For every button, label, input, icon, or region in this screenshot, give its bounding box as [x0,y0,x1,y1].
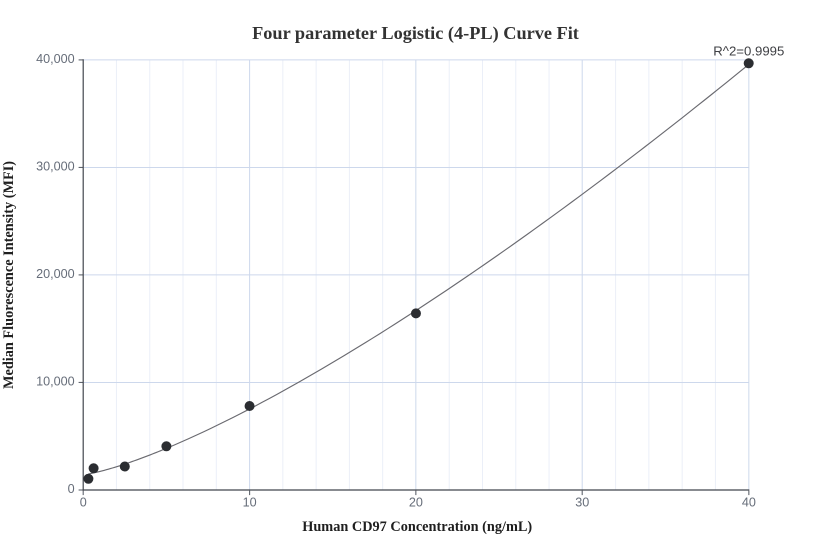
svg-text:Four parameter Logistic (4-PL): Four parameter Logistic (4-PL) Curve Fit [252,23,579,44]
svg-text:40,000: 40,000 [36,52,75,66]
svg-text:20,000: 20,000 [36,267,75,281]
svg-text:Human CD97 Concentration (ng/m: Human CD97 Concentration (ng/mL) [302,519,532,535]
svg-text:0: 0 [68,482,75,496]
svg-text:10: 10 [243,496,257,510]
svg-text:20: 20 [409,496,423,510]
svg-text:R^2=0.9995: R^2=0.9995 [713,44,784,59]
svg-text:Median Fluorescence Intensity: Median Fluorescence Intensity (MFI) [1,161,17,389]
svg-text:30: 30 [575,496,589,510]
svg-text:10,000: 10,000 [36,374,75,388]
svg-text:30,000: 30,000 [36,159,75,173]
svg-text:40: 40 [742,496,756,510]
svg-text:0: 0 [80,496,87,510]
